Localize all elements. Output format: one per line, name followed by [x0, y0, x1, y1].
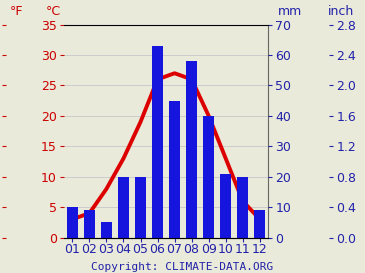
Bar [220, 174, 231, 238]
Bar [67, 207, 78, 238]
Bar [254, 210, 265, 238]
Bar [84, 210, 95, 238]
Text: Copyright: CLIMATE-DATA.ORG: Copyright: CLIMATE-DATA.ORG [91, 262, 274, 272]
Bar [135, 177, 146, 238]
Bar [101, 222, 112, 238]
Text: °F: °F [10, 5, 23, 18]
Bar [203, 116, 214, 238]
Text: °C: °C [45, 5, 61, 18]
Bar [237, 177, 248, 238]
Bar [118, 177, 129, 238]
Bar [152, 46, 163, 238]
Bar [186, 61, 197, 238]
Bar [169, 101, 180, 238]
Text: mm: mm [278, 5, 302, 18]
Text: inch: inch [328, 5, 354, 18]
